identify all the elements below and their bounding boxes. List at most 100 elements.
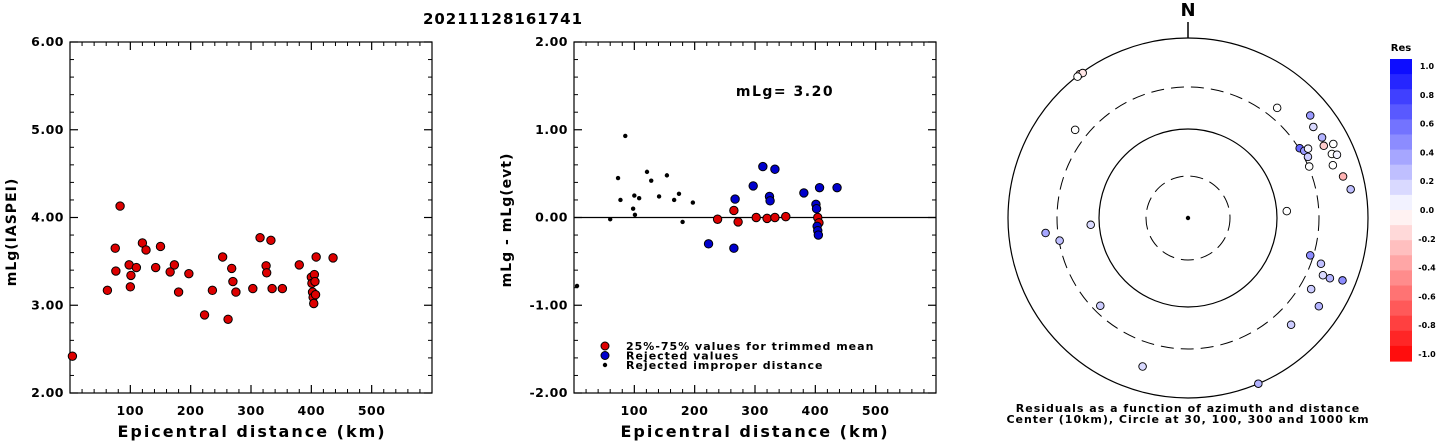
trimmed-mean-point	[751, 212, 761, 223]
left-plot-frame	[69, 41, 433, 394]
y-tick-label: 3.00	[31, 297, 64, 312]
colorbar-cell	[1390, 59, 1412, 75]
ring-100km	[1098, 128, 1278, 308]
station-residual-point	[1318, 271, 1328, 280]
station-residual-point	[1138, 362, 1147, 371]
station-magnitude-point	[255, 232, 265, 243]
y-tick-label: 4.00	[31, 210, 64, 225]
middle-chart: 100 200 300 400 500 -2.00 -1.00 0.00 1.00 2.00 mL…	[499, 34, 937, 441]
station-residual-point	[1329, 139, 1338, 149]
station-magnitude-point	[184, 268, 194, 279]
x-tick-label: 400	[802, 403, 830, 418]
station-residual-point	[1332, 150, 1342, 160]
colorbar-cell	[1390, 134, 1412, 151]
improper-distance-point	[608, 217, 613, 222]
legend-label: 25%-75% values for trimmed mean	[626, 340, 874, 353]
improper-distance-point	[632, 193, 637, 198]
y-tick-label: -2.00	[529, 385, 568, 400]
station-magnitude-point	[231, 287, 241, 297]
trimmed-mean-point	[733, 217, 743, 227]
station-magnitude-point	[248, 283, 258, 294]
improper-distance-point	[676, 191, 682, 197]
station-magnitude-point	[266, 235, 276, 246]
colorbar-label: 0.4	[1420, 148, 1435, 157]
improper-distance-point	[618, 197, 623, 203]
north-label: N	[1180, 0, 1195, 21]
colorbar-label: 0.8	[1420, 91, 1435, 100]
left-x-axis-label: Epicentral distance (km)	[117, 422, 386, 441]
station-residual-point	[1304, 162, 1314, 171]
colorbar-cell	[1390, 300, 1412, 317]
ring-30km	[1145, 175, 1231, 261]
rejected-value-point	[832, 182, 842, 193]
station-residual-point	[1282, 206, 1292, 216]
station-residual-point	[1303, 144, 1313, 153]
station-residual-point	[1086, 220, 1095, 230]
legend-marker-trimmed	[600, 341, 610, 351]
colorbar-cell	[1390, 270, 1412, 287]
station-magnitude-point	[102, 285, 113, 296]
x-tick-label: 500	[862, 403, 890, 418]
trimmed-mean-point	[762, 213, 772, 224]
station-magnitude-point	[115, 201, 125, 211]
trimmed-mean-point	[729, 205, 739, 216]
mean-magnitude-annotation: mLg= 3.20	[736, 84, 834, 100]
station-magnitude-point	[173, 287, 184, 297]
improper-distance-point	[656, 194, 662, 199]
x-tick-label: 500	[358, 403, 386, 418]
rejected-value-point	[730, 194, 740, 204]
left-y-axis-label: mLg(IASPEI)	[4, 178, 20, 287]
station-magnitude-point	[155, 241, 166, 252]
middle-x-axis-label: Epicentral distance (km)	[620, 422, 889, 441]
colorbar-cell	[1390, 164, 1412, 181]
middle-y-axis-label: mLg - mLg(evt)	[499, 153, 515, 288]
station-magnitude-point	[226, 263, 237, 274]
improper-distance-point	[630, 206, 636, 211]
colorbar-cell	[1390, 345, 1412, 362]
station-magnitude-point	[199, 310, 210, 320]
trimmed-mean-point	[712, 214, 723, 224]
colorbar-cell	[1390, 104, 1412, 120]
station-residual-point	[1286, 320, 1296, 329]
station-residual-point	[1303, 152, 1313, 162]
rejected-value-point	[729, 243, 739, 253]
x-tick-label: 100	[117, 403, 145, 418]
y-tick-label: 5.00	[31, 122, 64, 137]
ring-1000km	[1007, 37, 1369, 399]
x-tick-label: 200	[177, 403, 205, 418]
station-magnitude-point	[125, 282, 136, 292]
station-magnitude-point	[67, 351, 78, 361]
station-magnitude-point	[169, 260, 180, 270]
rejected-value-point	[758, 161, 768, 172]
colorbar-cell	[1390, 240, 1412, 256]
colorbar-cell	[1390, 74, 1412, 90]
trimmed-mean-point	[781, 211, 791, 222]
station-residual-point	[1314, 302, 1324, 311]
residual-colorbar: Res 1.0 0.8 0.6 0.4 0.2 0.0 -0.2 -0.4 -0.6 -0.8 -1…	[1390, 43, 1436, 362]
rejected-value-point	[799, 188, 809, 198]
station-magnitude-point	[141, 245, 151, 255]
legend-marker-improper	[602, 362, 608, 368]
improper-distance-point	[690, 200, 696, 205]
x-tick-label: 300	[237, 403, 265, 418]
polar-chart: N Residuals as a function of azimuth and…	[1006, 0, 1369, 426]
polar-caption-line2: Center (10km), Circle at 30, 100, 300 an…	[1006, 413, 1369, 426]
x-tick-label: 100	[621, 403, 649, 418]
colorbar-cell	[1390, 330, 1412, 347]
station-residual-point	[1073, 72, 1082, 81]
station-magnitude-point	[267, 283, 277, 294]
station-residual-point	[1317, 133, 1327, 142]
colorbar-cell	[1390, 179, 1412, 196]
station-magnitude-point	[261, 268, 272, 278]
colorbar-cell	[1390, 89, 1412, 105]
improper-distance-point	[680, 219, 685, 225]
station-magnitude-point	[228, 276, 238, 287]
station-residual-point	[1055, 236, 1064, 245]
x-tick-label: 200	[681, 403, 709, 418]
y-tick-label: -1.00	[529, 297, 568, 312]
improper-distance-point	[664, 173, 670, 178]
station-magnitude-point	[310, 290, 321, 300]
station-magnitude-point	[217, 252, 228, 262]
colorbar-label: -0.8	[1418, 321, 1436, 330]
legend-label: Rejected values	[626, 350, 739, 363]
